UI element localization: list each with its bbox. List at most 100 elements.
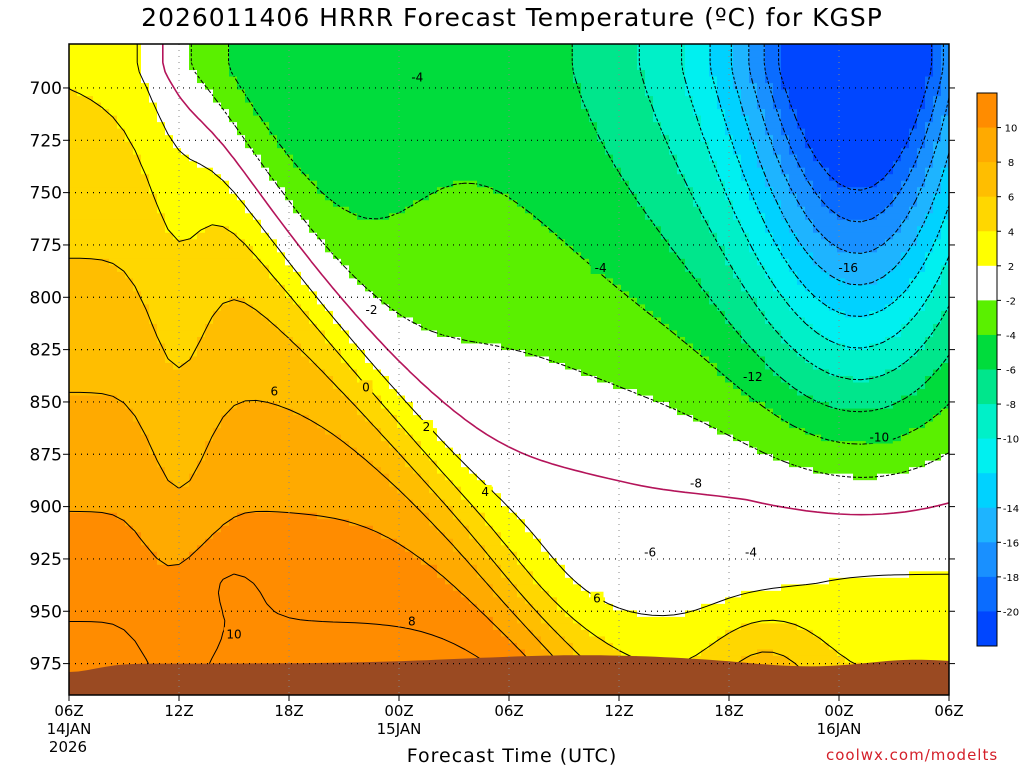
temperature-cell [317,317,326,325]
temperature-cell [237,245,246,253]
temperature-cell [213,284,222,292]
temperature-cell [69,219,78,227]
temperature-cell [197,486,206,494]
temperature-cell [381,76,390,84]
temperature-cell [229,174,238,182]
temperature-cell [357,115,366,123]
temperature-cell [277,636,286,644]
temperature-cell [293,623,302,631]
temperature-cell [317,499,326,507]
temperature-cell [221,239,230,247]
temperature-cell [221,655,230,664]
temperature-cell [157,642,166,651]
temperature-cell [453,206,462,214]
temperature-cell [117,122,126,130]
temperature-cell [421,323,430,332]
temperature-cell [165,239,174,247]
temperature-cell [317,265,326,273]
temperature-cell [461,467,470,475]
temperature-cell [213,161,222,169]
temperature-cell [453,376,462,384]
temperature-cell [165,421,174,429]
temperature-cell [373,610,382,618]
temperature-cell [277,532,286,540]
temperature-cell [173,610,182,618]
temperature-cell [213,603,222,611]
temperature-cell [317,590,326,598]
temperature-cell [141,434,150,442]
temperature-cell [293,642,302,651]
temperature-cell [381,349,390,358]
temperature-cell [117,70,126,78]
temperature-cell [429,265,438,273]
temperature-cell [421,584,430,592]
temperature-cell [293,506,302,514]
temperature-cell [165,304,174,312]
temperature-cell [293,96,302,104]
temperature-cell [293,408,302,416]
temperature-cell [285,265,294,273]
temperature-cell [357,304,366,312]
temperature-cell [221,330,230,338]
temperature-cell [413,584,422,592]
temperature-cell [245,115,254,123]
temperature-cell [173,336,182,345]
temperature-cell [365,213,374,221]
temperature-cell [429,603,438,611]
temperature-cell [173,538,182,546]
temperature-cell [445,389,454,397]
temperature-cell [381,421,390,429]
temperature-cell [93,441,102,449]
temperature-cell [165,180,174,188]
temperature-cell [93,57,102,65]
temperature-cell [165,402,174,410]
temperature-cell [269,278,278,286]
temperature-cell [69,408,78,416]
temperature-cell [197,493,206,501]
temperature-cell [109,50,118,58]
temperature-cell [349,577,358,585]
temperature-cell [77,180,86,188]
temperature-cell [389,486,398,494]
temperature-cell [325,219,334,227]
temperature-cell [197,538,206,546]
temperature-cell [101,395,110,403]
temperature-cell [381,63,390,71]
temperature-cell [397,83,406,91]
temperature-cell [317,558,326,566]
temperature-cell [181,96,190,104]
temperature-cell [437,219,446,227]
temperature-cell [133,532,142,540]
temperature-cell [381,610,390,618]
temperature-cell [197,506,206,514]
temperature-cell [357,441,366,449]
temperature-cell [109,434,118,442]
temperature-cell [389,649,398,657]
temperature-cell [125,76,134,84]
temperature-cell [117,473,126,481]
temperature-cell [253,415,262,423]
temperature-cell [325,96,334,104]
temperature-cell [157,122,166,130]
temperature-cell [141,649,150,657]
temperature-cell [69,154,78,162]
temperature-cell [85,310,94,319]
temperature-cell [301,174,310,182]
temperature-cell [133,642,142,651]
temperature-cell [181,265,190,273]
temperature-cell [317,382,326,390]
temperature-cell [389,187,398,195]
temperature-cell [349,486,358,494]
temperature-cell [77,376,86,384]
temperature-cell [461,102,470,110]
temperature-cell [317,649,326,657]
temperature-cell [349,63,358,71]
temperature-cell [141,499,150,507]
temperature-cell [85,376,94,384]
temperature-cell [85,128,94,136]
temperature-cell [205,369,214,377]
temperature-cell [277,239,286,247]
temperature-cell [125,213,134,221]
temperature-cell [381,83,390,91]
temperature-cell [93,506,102,514]
